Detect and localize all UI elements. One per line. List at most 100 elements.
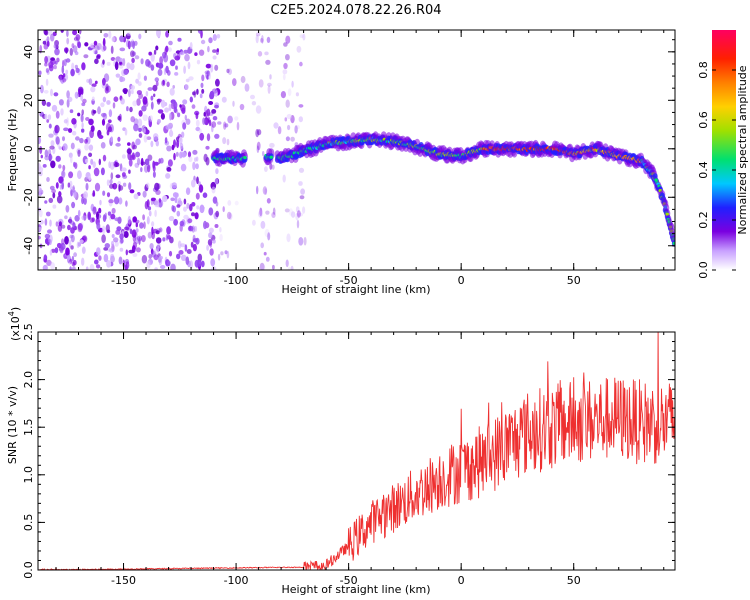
noise-speckle-point <box>44 155 50 161</box>
noise-speckle-point <box>98 255 102 261</box>
noise-speckle-point <box>295 92 299 97</box>
noise-speckle-point <box>77 223 83 231</box>
noise-speckle-point <box>169 88 175 96</box>
noise-speckle-point <box>54 247 59 254</box>
spectrogram-ytick-label: -20 <box>22 188 35 206</box>
noise-speckle-point <box>179 51 185 56</box>
noise-speckle-point <box>162 79 165 86</box>
noise-speckle-point <box>182 99 188 105</box>
noise-speckle-point <box>176 52 181 60</box>
noise-speckle-point <box>195 112 199 120</box>
noise-speckle-point <box>110 213 116 220</box>
noise-speckle-point <box>212 239 216 244</box>
noise-speckle-point <box>121 154 126 159</box>
noise-speckle-point <box>65 205 70 213</box>
noise-speckle-point <box>154 267 158 270</box>
noise-speckle-point <box>282 73 286 81</box>
noise-speckle-point <box>50 248 56 253</box>
noise-speckle-point <box>227 68 232 75</box>
colorbar-tick-label: 0.8 <box>697 61 710 79</box>
noise-speckle-point <box>175 65 178 70</box>
noise-speckle-point <box>239 103 245 111</box>
noise-speckle-point <box>166 226 172 235</box>
noise-speckle-point <box>264 188 268 196</box>
noise-speckle-point <box>136 235 143 242</box>
noise-speckle-point <box>98 134 104 139</box>
noise-speckle-point <box>158 227 163 233</box>
noise-speckle-point <box>197 30 202 34</box>
noise-speckle-point <box>197 259 202 268</box>
noise-speckle-point <box>208 207 214 216</box>
noise-speckle-point <box>155 80 159 87</box>
noise-speckle-point <box>272 207 276 215</box>
noise-speckle-point <box>206 133 211 142</box>
noise-speckle-point <box>81 215 87 221</box>
noise-speckle-point <box>257 51 263 57</box>
noise-speckle-point <box>180 254 187 261</box>
noise-speckle-point <box>291 211 296 218</box>
noise-speckle-point <box>84 143 89 151</box>
noise-speckle-point <box>102 112 108 120</box>
noise-speckle-point <box>136 90 142 95</box>
noise-speckle-point <box>284 117 288 122</box>
spectrogram-ytick-label: 40 <box>22 45 35 59</box>
noise-speckle-point <box>49 154 53 160</box>
noise-speckle-point <box>212 49 217 53</box>
noise-speckle-point <box>77 170 82 180</box>
noise-speckle-point <box>48 197 54 203</box>
noise-speckle-point <box>117 136 121 142</box>
spectrogram-axes: -150 -100 -50 0 50 -40 -20 0 20 40 <box>22 30 675 287</box>
noise-speckle-point <box>83 191 88 199</box>
noise-speckle-point <box>56 57 60 63</box>
noise-speckle-point <box>181 107 186 114</box>
noise-speckle-point <box>205 145 210 150</box>
noise-speckle-point <box>286 233 291 243</box>
noise-speckle-point <box>49 145 55 150</box>
noise-speckle-point <box>70 227 75 234</box>
noise-speckle-point <box>259 262 265 270</box>
noise-speckle-point <box>68 216 72 225</box>
noise-speckle-point <box>214 64 219 71</box>
noise-speckle-point <box>38 226 42 231</box>
noise-speckle-point <box>71 261 75 267</box>
noise-speckle-point <box>80 114 84 123</box>
noise-speckle-point <box>121 172 126 177</box>
noise-speckle-point <box>222 137 227 145</box>
noise-speckle-point <box>165 65 169 74</box>
noise-speckle-point <box>135 78 140 84</box>
noise-speckle-point <box>153 133 159 141</box>
noise-speckle-point <box>141 105 147 112</box>
noise-speckle-point <box>137 157 141 166</box>
noise-speckle-point <box>46 36 50 42</box>
noise-speckle-point <box>43 255 48 260</box>
noise-speckle-point <box>125 249 128 256</box>
noise-speckle-point <box>217 121 222 125</box>
noise-speckle-point <box>131 141 136 150</box>
noise-speckle-point <box>67 224 71 231</box>
noise-speckle-point <box>167 47 172 52</box>
noise-speckle-point <box>50 88 53 97</box>
noise-speckle-point <box>42 40 47 45</box>
noise-speckle-point <box>185 187 191 195</box>
noise-speckle-point <box>177 112 181 118</box>
noise-speckle-point <box>88 212 91 220</box>
noise-speckle-point <box>208 232 213 239</box>
noise-speckle-point <box>135 151 141 158</box>
noise-speckle-point <box>240 75 246 84</box>
noise-speckle-point <box>143 221 146 229</box>
noise-speckle-point <box>165 234 169 241</box>
noise-speckle-point <box>113 96 119 102</box>
noise-speckle-point <box>63 58 67 67</box>
noise-speckle-point <box>125 200 128 207</box>
noise-speckle-point <box>102 77 106 86</box>
noise-speckle-point <box>156 30 161 38</box>
noise-speckle-point <box>168 40 173 46</box>
noise-speckle-point <box>94 80 98 85</box>
noise-speckle-point <box>208 101 214 105</box>
noise-speckle-point <box>114 61 119 71</box>
noise-speckle-point <box>154 199 160 208</box>
noise-speckle-point <box>45 78 49 86</box>
noise-speckle-point <box>62 78 67 83</box>
noise-speckle-point <box>88 165 91 170</box>
noise-speckle-point <box>256 185 259 195</box>
